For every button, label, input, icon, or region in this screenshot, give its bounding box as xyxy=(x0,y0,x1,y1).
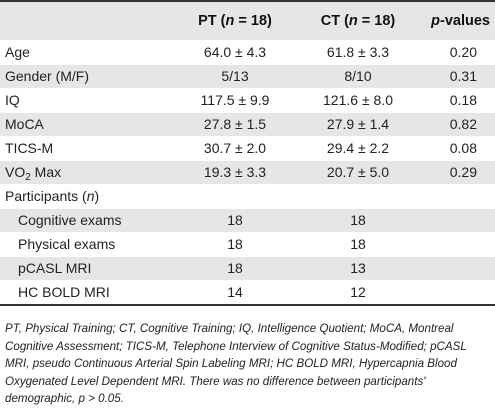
p-value: 0.31 xyxy=(449,68,477,84)
table-row: pCASL MRI 18 13 xyxy=(0,256,495,280)
pt-value: 14 xyxy=(227,284,243,300)
row-label: HC BOLD MRI xyxy=(18,284,110,300)
ct-value: 13 xyxy=(350,260,366,276)
pt-value: 117.5 ± 9.9 xyxy=(200,92,270,108)
pt-value: 18 xyxy=(227,260,243,276)
ct-value: 61.8 ± 3.3 xyxy=(326,44,390,60)
ct-value: 20.7 ± 5.0 xyxy=(326,164,390,180)
row-label: IQ xyxy=(5,92,20,108)
ct-value: 18 xyxy=(350,212,366,228)
row-label: TICS-M xyxy=(5,140,54,156)
pt-value: 64.0 ± 4.3 xyxy=(203,44,267,60)
p-value: 0.82 xyxy=(449,116,477,132)
pt-value: 18 xyxy=(227,212,243,228)
table-row: HC BOLD MRI 14 12 xyxy=(0,280,495,304)
ct-value: 27.9 ± 1.4 xyxy=(326,116,390,132)
ct-value: 12 xyxy=(350,284,366,300)
row-label: Age xyxy=(5,44,30,60)
row-label: Cognitive exams xyxy=(18,212,122,228)
p-value: 0.20 xyxy=(449,44,477,60)
ct-value: 18 xyxy=(350,236,366,252)
table-row: Physical exams 18 18 xyxy=(0,232,495,256)
table-row: Gender (M/F) 5/13 8/10 0.31 xyxy=(0,64,495,88)
table-row: VO2 Max 19.3 ± 3.3 20.7 ± 5.0 0.29 xyxy=(0,160,495,184)
table-row: TICS-M 30.7 ± 2.0 29.4 ± 2.2 0.08 xyxy=(0,136,495,160)
table-footnote: PT, Physical Training; CT, Cognitive Tra… xyxy=(5,322,467,405)
table-row: Cognitive exams 18 18 xyxy=(0,208,495,232)
table-row: IQ 117.5 ± 9.9 121.6 ± 8.0 0.18 xyxy=(0,88,495,112)
header-ct: CT (n = 18) xyxy=(320,13,396,29)
table-row: MoCA 27.8 ± 1.5 27.9 ± 1.4 0.82 xyxy=(0,112,495,136)
table-header: PT (n = 18) CT (n = 18) p-values xyxy=(0,0,495,40)
pt-value: 27.8 ± 1.5 xyxy=(203,116,267,132)
row-label: MoCA xyxy=(5,116,44,132)
p-value: 0.08 xyxy=(449,140,477,156)
ct-value: 29.4 ± 2.2 xyxy=(326,140,390,156)
demographics-table: PT (n = 18) CT (n = 18) p-values Age 64.… xyxy=(0,0,495,306)
row-label: VO2 Max xyxy=(5,164,62,183)
pt-value: 30.7 ± 2.0 xyxy=(203,140,267,156)
table-row-section: Participants (n) xyxy=(0,184,495,208)
row-label: Physical exams xyxy=(18,236,116,252)
pt-value: 18 xyxy=(227,236,243,252)
table-body: Age 64.0 ± 4.3 61.8 ± 3.3 0.20 Gender (M… xyxy=(0,40,495,306)
p-value: 0.18 xyxy=(449,92,477,108)
p-value: 0.29 xyxy=(449,164,477,180)
table-row: Age 64.0 ± 4.3 61.8 ± 3.3 0.20 xyxy=(0,40,495,64)
header-p-values: p-values xyxy=(431,13,490,29)
pt-value: 19.3 ± 3.3 xyxy=(203,164,267,180)
ct-value: 8/10 xyxy=(344,68,372,84)
ct-value: 121.6 ± 8.0 xyxy=(323,92,393,108)
pt-value: 5/13 xyxy=(221,68,249,84)
section-label: Participants (n) xyxy=(5,188,100,204)
row-label: pCASL MRI xyxy=(18,260,92,276)
header-pt: PT (n = 18) xyxy=(198,13,272,29)
row-label: Gender (M/F) xyxy=(5,68,90,84)
